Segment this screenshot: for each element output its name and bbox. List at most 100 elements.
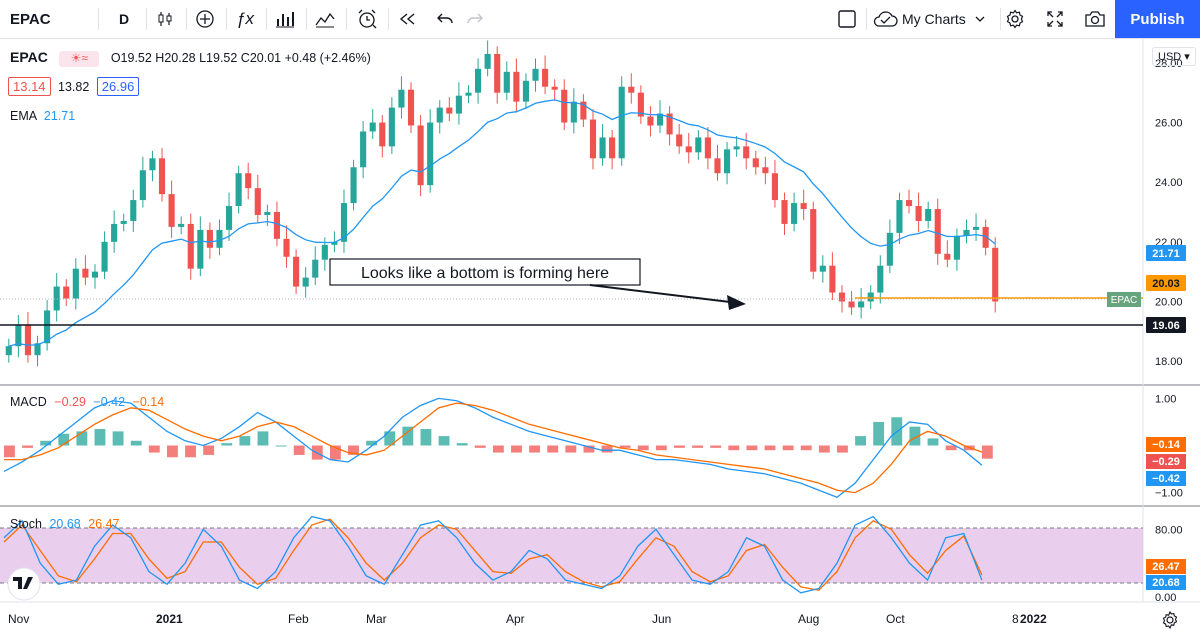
macd-line [3,397,983,499]
add-indicator-icon[interactable] [188,0,222,38]
time-tick: Nov [8,612,29,626]
price-tick: 26.00 [1155,118,1183,130]
signal-line [4,402,983,494]
macd-histogram-bar [655,445,667,451]
alert-icon[interactable] [350,0,384,38]
layout-square-icon[interactable] [830,0,864,38]
candles-icon[interactable] [148,0,182,38]
bars-icon[interactable] [268,0,302,38]
annotation-text: Looks like a bottom is forming here [361,265,609,282]
macd-histogram-bar [927,438,939,446]
candle-body [91,271,99,278]
macd-legend[interactable]: MACD −0.29 −0.42 −0.14 [10,395,164,409]
axis-settings-gear-icon[interactable] [1162,610,1178,630]
legend-symbol[interactable]: EPAC [10,49,48,65]
toolbar-divider [146,8,147,30]
candle-body [513,71,520,102]
symbol-search-button[interactable]: EPAC [10,10,51,28]
candle-body [388,107,395,147]
macd-histogram-bar [511,445,522,453]
price-tick: 18.00 [1155,356,1183,368]
redo-icon[interactable] [458,0,492,38]
candle-body [810,209,817,272]
macd-histogram-bar [492,445,504,453]
candle-body [733,146,740,150]
candle-body [53,286,60,311]
currency-selector[interactable]: USD ▾ [1152,47,1196,66]
market-status-icon[interactable]: ☀≈ [59,50,100,67]
stoch-d-value: 26.47 [88,517,120,531]
macd-histogram-bar [837,445,848,453]
candle-body [111,223,118,242]
fx-icon[interactable]: ƒx [236,9,254,28]
chart-area[interactable]: 28.0026.0024.0022.0020.0018.001.000.00−1… [0,39,1200,635]
tradingview-logo[interactable] [7,567,41,601]
time-tick: 8 [1012,612,1019,626]
candle-body [953,235,960,260]
candle-body [551,86,558,90]
candle-body [417,125,424,186]
macd-histogram-bar [674,445,685,448]
macd-signal-value: −0.14 [132,395,165,409]
candle-body [24,325,32,356]
macd-label: MACD [10,395,47,409]
candle-body [350,167,357,204]
toolbar-divider [346,8,347,30]
macd-histogram-bar [474,445,486,448]
fullscreen-icon[interactable] [1038,0,1072,38]
macd-histogram-bar [58,433,70,446]
undo-icon[interactable] [428,0,462,38]
ema-line [8,99,996,347]
camera-icon[interactable] [1078,0,1112,38]
candle-body [589,119,597,159]
candle-body [838,292,846,302]
macd-histogram-bar [22,445,33,448]
candle-body [168,194,175,227]
candle-body [44,310,51,344]
chart-canvas[interactable]: 28.0026.0024.0022.0020.0018.001.000.00−1… [0,39,1200,635]
time-tick: Mar [366,612,387,626]
gear-icon[interactable] [998,0,1032,38]
interval-button[interactable]: D [118,11,130,27]
value-box-low[interactable]: 13.14 [8,77,51,96]
candle-body [283,238,290,257]
stoch-d-line [3,518,983,591]
candle-body [580,101,587,120]
candle-body [992,247,999,302]
candle-body [158,158,166,195]
macd-histogram-bar [239,436,251,446]
compare-icon[interactable] [308,0,342,38]
ema-value: 21.71 [43,109,76,123]
candle-body [800,203,807,210]
stoch-legend[interactable]: Stoch 20.68 26.47 [10,517,120,531]
candle-body [360,131,367,168]
candle-body [398,89,405,108]
chevron-down-icon [975,16,985,22]
time-tick: Oct [886,612,905,626]
ema-legend[interactable]: EMA 21.71 [10,109,75,123]
candle-body [340,203,348,242]
replay-icon[interactable] [390,0,424,38]
macd-histogram-bar [402,426,414,446]
candle-body [149,158,156,171]
candle-body [972,226,980,230]
publish-button[interactable]: Publish [1115,0,1200,38]
candle-body [446,107,453,114]
candle-body [427,122,434,186]
candle-body [369,122,376,132]
annotation-box[interactable] [329,258,641,286]
candle-body [532,68,539,81]
value-box-high[interactable]: 26.96 [96,77,140,96]
ema-price-tag: 21.71 [1152,248,1180,260]
macd-histogram-bar [619,445,631,448]
my-charts-button[interactable]: My Charts [872,0,986,38]
candle-body [925,209,932,221]
candle-body [465,92,472,96]
candle-body [379,122,386,147]
candle-body [15,325,22,347]
candle-body [254,188,261,215]
time-tick: Apr [506,612,525,626]
candle-body [187,223,194,269]
macd-histogram-bar [782,445,794,451]
candle-body [34,343,41,356]
